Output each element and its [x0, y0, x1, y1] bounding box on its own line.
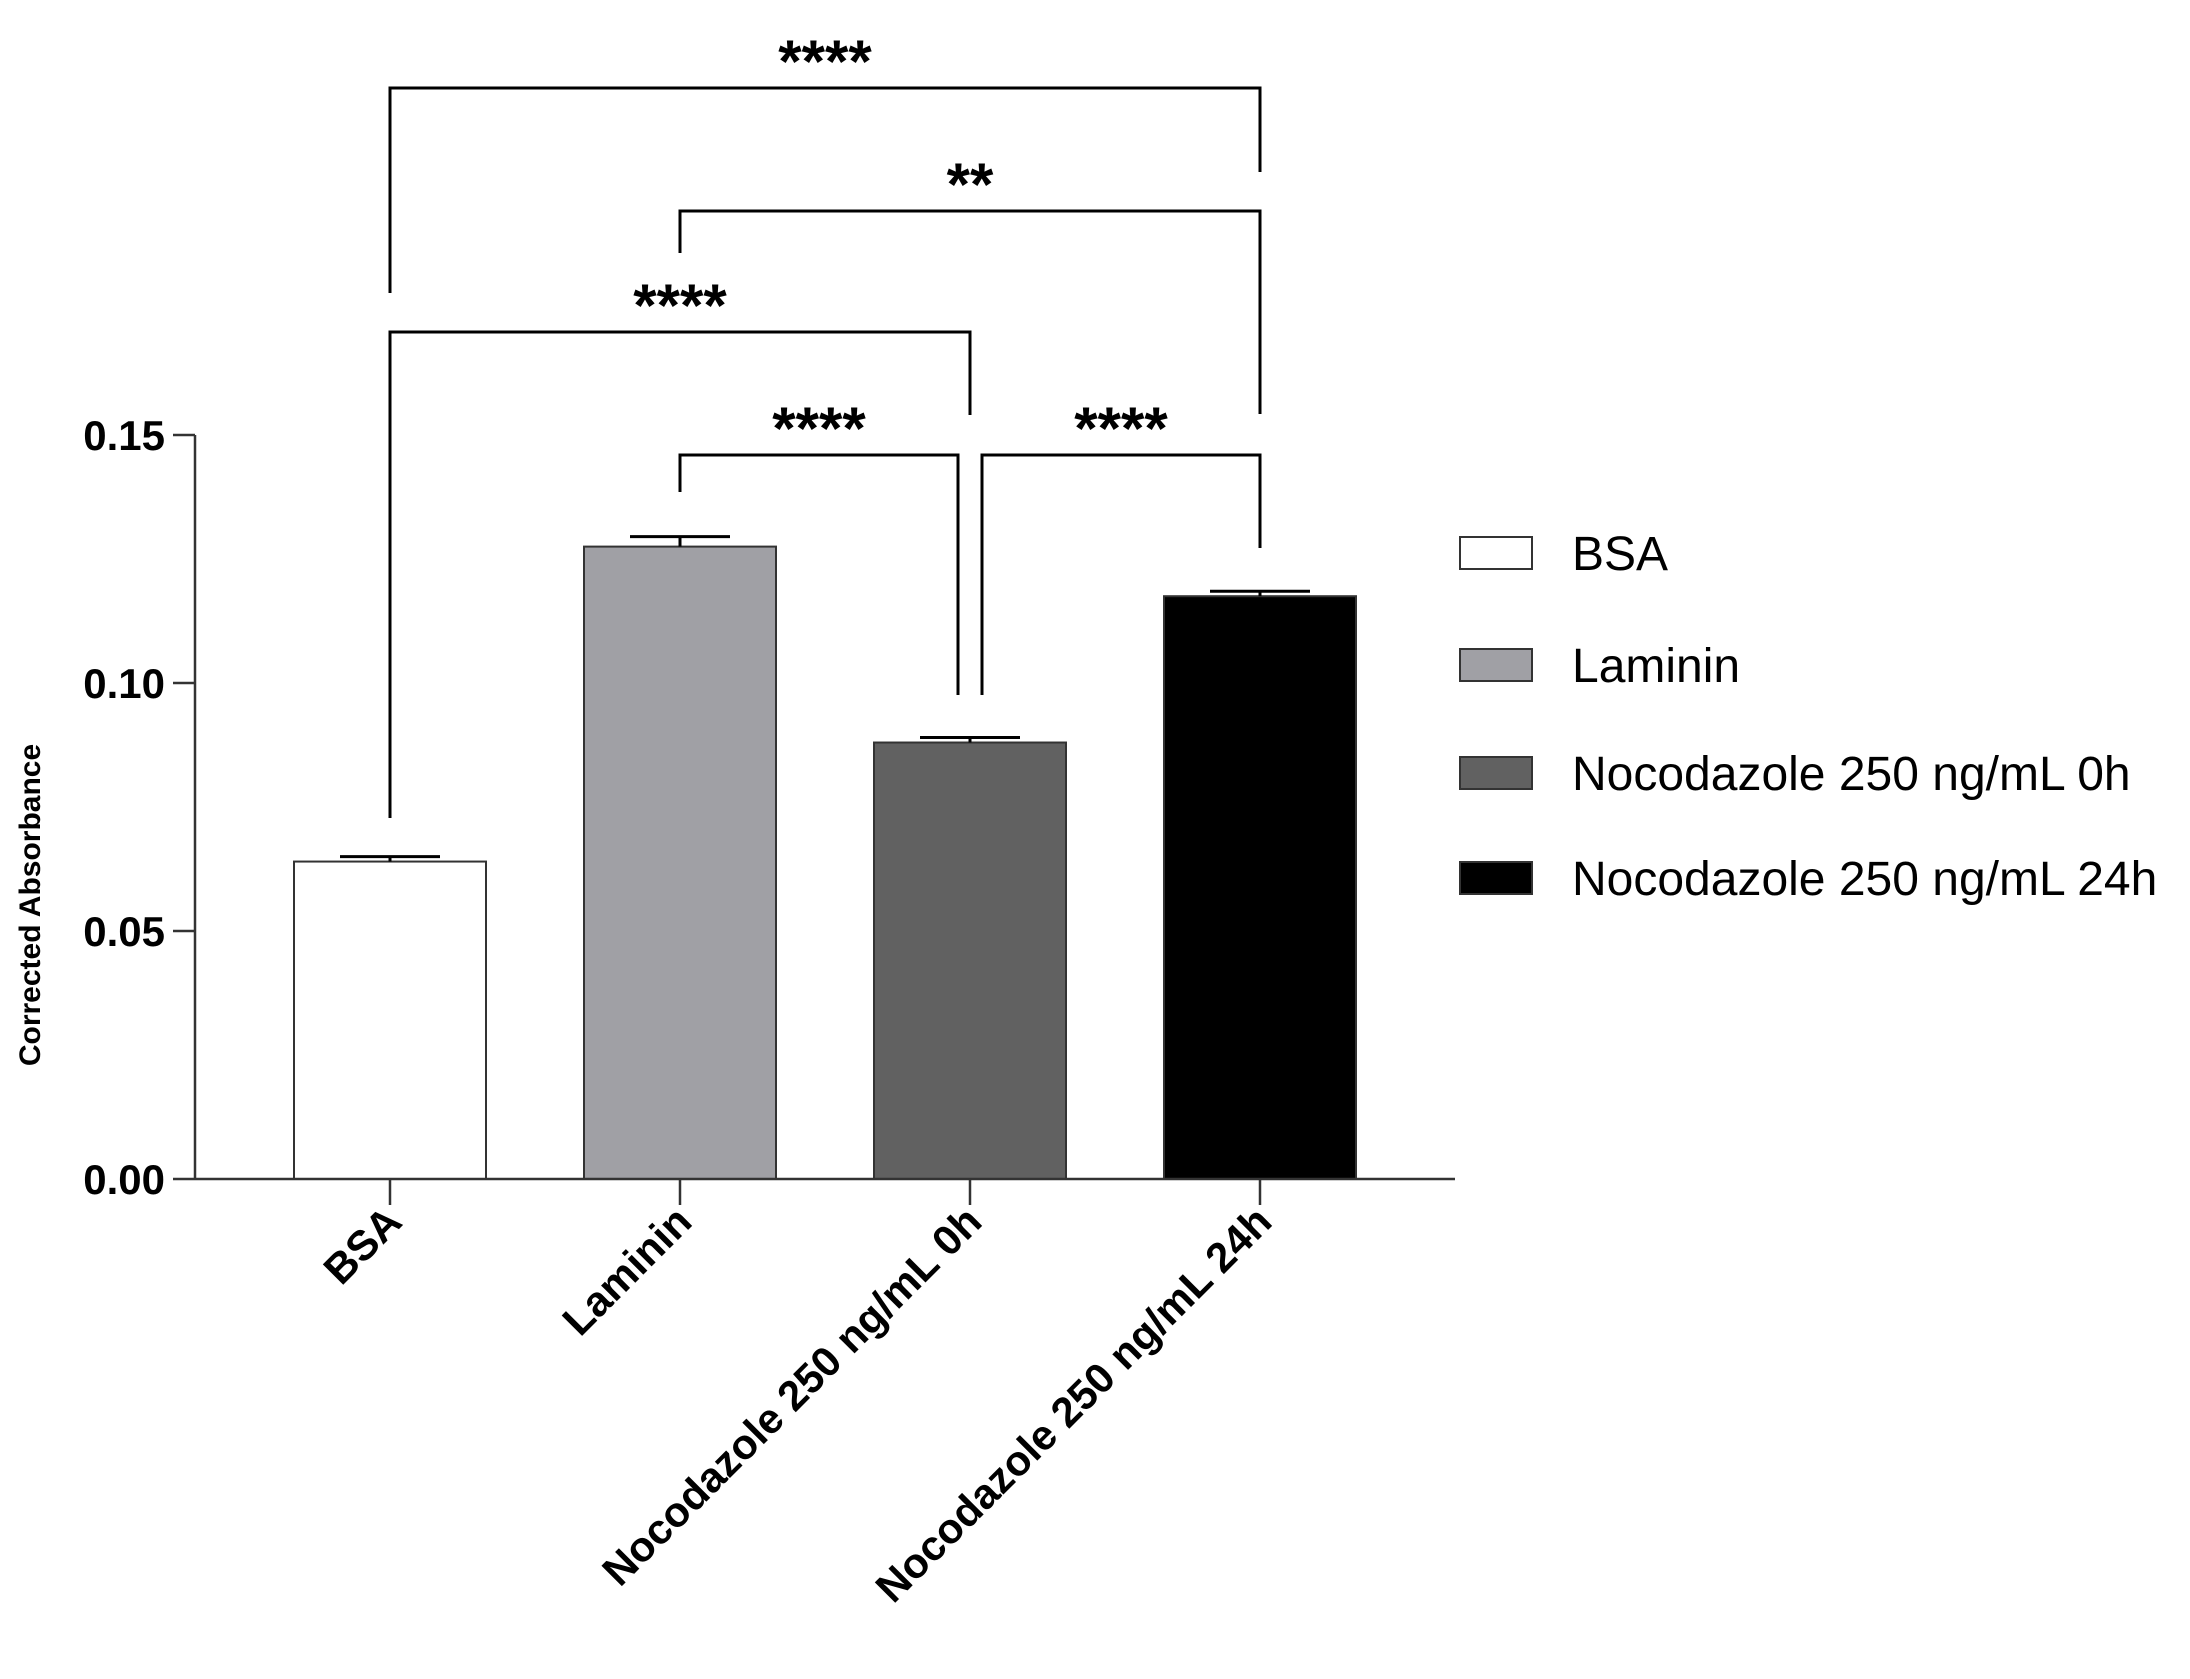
significance-label: **** [778, 28, 872, 95]
significance-bracket [980, 453, 1262, 695]
legend-label: Nocodazole 250 ng/mL 24h [1572, 853, 2157, 906]
significance-label: ** [947, 151, 994, 218]
significance-label: **** [772, 395, 866, 462]
x-tick-label: Laminin [553, 1197, 700, 1344]
significance-label: **** [1074, 395, 1168, 462]
x-tick-label: BSA [314, 1197, 410, 1293]
significance-bracket [388, 330, 972, 818]
y-axis: 0.00 0.05 0.10 0.15 [83, 412, 197, 1203]
legend-swatch [1459, 536, 1533, 570]
bar [873, 741, 1067, 1181]
legend-swatch [1459, 756, 1533, 790]
legend: BSA Laminin Nocodazole 250 ng/mL 0h Nocodaz… [1459, 528, 2157, 906]
significance-bracket [388, 86, 1262, 293]
y-tick-label: 0.05 [83, 908, 165, 955]
legend-label: Nocodazole 250 ng/mL 0h [1572, 748, 2131, 801]
bar [583, 545, 777, 1180]
bar [1163, 595, 1357, 1180]
y-tick-label: 0.10 [83, 660, 165, 707]
significance-bracket [678, 453, 960, 695]
bars [293, 535, 1357, 1181]
y-tick-label: 0.15 [83, 412, 165, 459]
y-axis-label: Corrected Absorbance [14, 744, 47, 1066]
bar [293, 860, 487, 1180]
y-tick-label: 0.00 [83, 1156, 165, 1203]
legend-swatch [1459, 861, 1533, 895]
significance-label: **** [633, 272, 727, 339]
significance-brackets: ************** **** [388, 28, 1262, 818]
legend-label: Laminin [1572, 640, 1740, 693]
legend-swatch [1459, 648, 1533, 682]
significance-bracket [678, 209, 1262, 414]
legend-label: BSA [1572, 528, 1668, 581]
